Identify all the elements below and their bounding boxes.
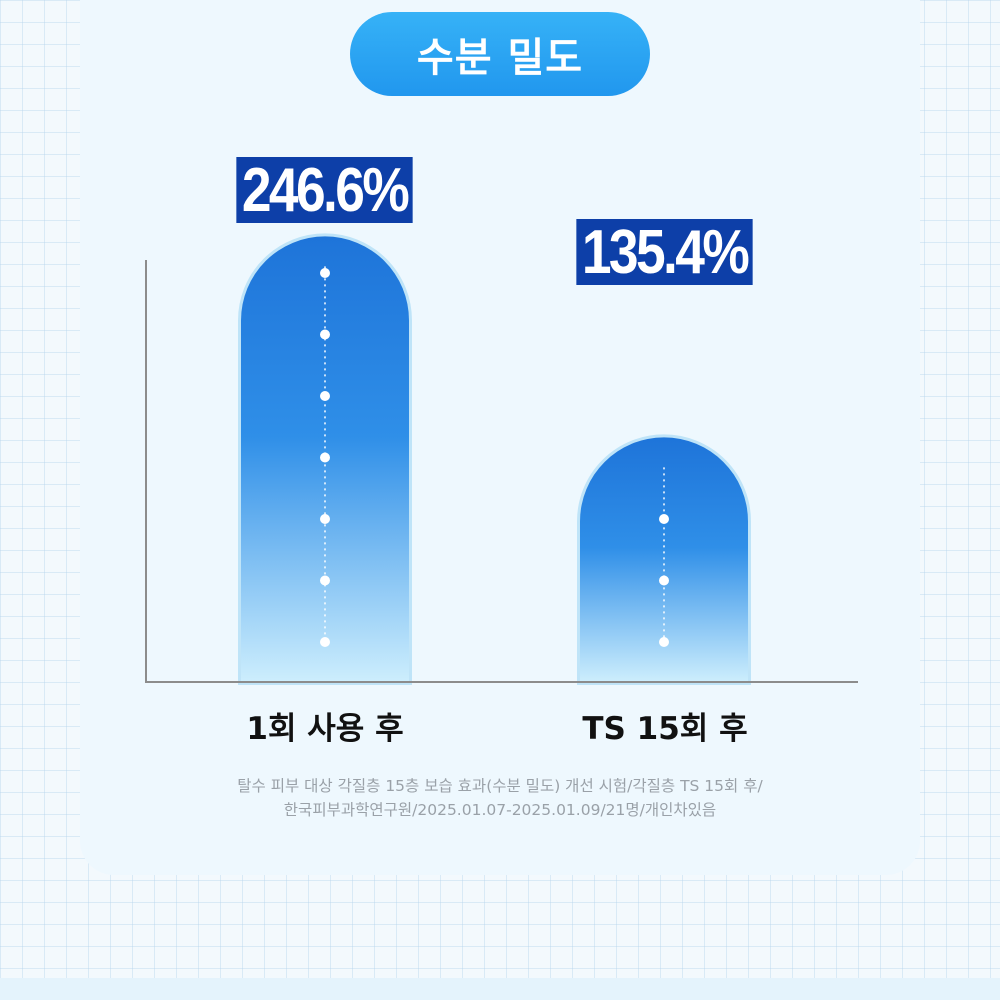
bar-dot [659,514,669,524]
bottom-band [0,978,1000,1000]
bar-dot [659,575,669,586]
bar-dot [320,268,330,278]
bar-dot [320,637,330,647]
footnote-line: 탈수 피부 대상 각질층 15층 보습 효과(수분 밀도) 개선 시험/각질층 … [237,777,763,795]
bar-dot [320,452,330,463]
bar-dot [659,637,669,647]
bar [580,437,748,682]
bar-dot [320,329,330,340]
data-label: 246.6% [236,156,413,225]
bar-dot [320,575,330,586]
footnote-line: 한국피부과학연구원/2025.01.07-2025.01.09/21명/개인차있… [283,801,717,819]
bar-dot [320,391,330,401]
category-label: 1회 사용 후 [246,711,404,747]
chart-card [80,0,920,875]
bar-dot [320,514,330,524]
chart-title: 수분 밀도 [350,12,650,96]
category-label: TS 15회 후 [582,711,748,747]
footnote: 탈수 피부 대상 각질층 15층 보습 효과(수분 밀도) 개선 시험/각질층 … [80,774,920,822]
data-label: 135.4% [576,218,753,287]
